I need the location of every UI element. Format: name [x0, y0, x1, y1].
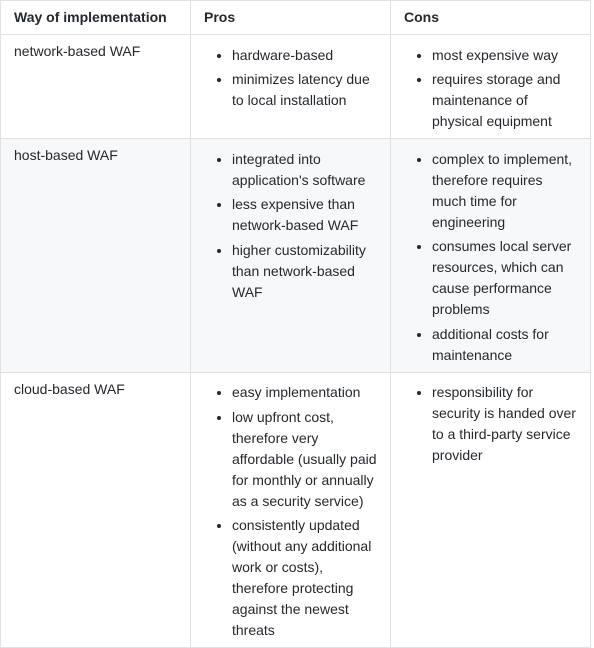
list-item: hardware-based: [232, 45, 377, 66]
cell-way: cloud-based WAF: [1, 372, 191, 648]
list-item: easy implementation: [232, 382, 377, 403]
column-header-way: Way of implementation: [1, 1, 191, 35]
list-item: consistently updated (without any additi…: [232, 515, 377, 641]
list-item: higher customizability than network-base…: [232, 240, 377, 303]
table-body: network-based WAF hardware-based minimiz…: [1, 35, 591, 648]
column-header-pros: Pros: [191, 1, 391, 35]
cell-cons: complex to implement, therefore requires…: [391, 139, 591, 373]
column-header-cons: Cons: [391, 1, 591, 35]
list-item: requires storage and maintenance of phys…: [432, 69, 577, 132]
list-item: additional costs for maintenance: [432, 324, 577, 366]
waf-comparison-table: Way of implementation Pros Cons network-…: [0, 0, 594, 648]
cons-list: most expensive way requires storage and …: [404, 45, 577, 133]
table-row: cloud-based WAF easy implementation low …: [1, 372, 591, 648]
cons-list: complex to implement, therefore requires…: [404, 149, 577, 366]
cell-cons: most expensive way requires storage and …: [391, 35, 591, 139]
cell-cons: responsibility for security is handed ov…: [391, 372, 591, 648]
pros-list: hardware-based minimizes latency due to …: [204, 45, 377, 112]
list-item: complex to implement, therefore requires…: [432, 149, 577, 233]
list-item: less expensive than network-based WAF: [232, 194, 377, 236]
cell-pros: hardware-based minimizes latency due to …: [191, 35, 391, 139]
cell-pros: easy implementation low upfront cost, th…: [191, 372, 391, 648]
table-row: host-based WAF integrated into applicati…: [1, 139, 591, 373]
list-item: minimizes latency due to local installat…: [232, 69, 377, 111]
pros-list: integrated into application's software l…: [204, 149, 377, 303]
table-row: network-based WAF hardware-based minimiz…: [1, 35, 591, 139]
cell-way: host-based WAF: [1, 139, 191, 373]
cell-pros: integrated into application's software l…: [191, 139, 391, 373]
list-item: most expensive way: [432, 45, 577, 66]
cons-list: responsibility for security is handed ov…: [404, 382, 577, 466]
pros-list: easy implementation low upfront cost, th…: [204, 382, 377, 641]
list-item: integrated into application's software: [232, 149, 377, 191]
cell-way: network-based WAF: [1, 35, 191, 139]
list-item: consumes local server resources, which c…: [432, 236, 577, 320]
table-header-row: Way of implementation Pros Cons: [1, 1, 591, 35]
list-item: responsibility for security is handed ov…: [432, 382, 577, 466]
list-item: low upfront cost, therefore very afforda…: [232, 407, 377, 512]
